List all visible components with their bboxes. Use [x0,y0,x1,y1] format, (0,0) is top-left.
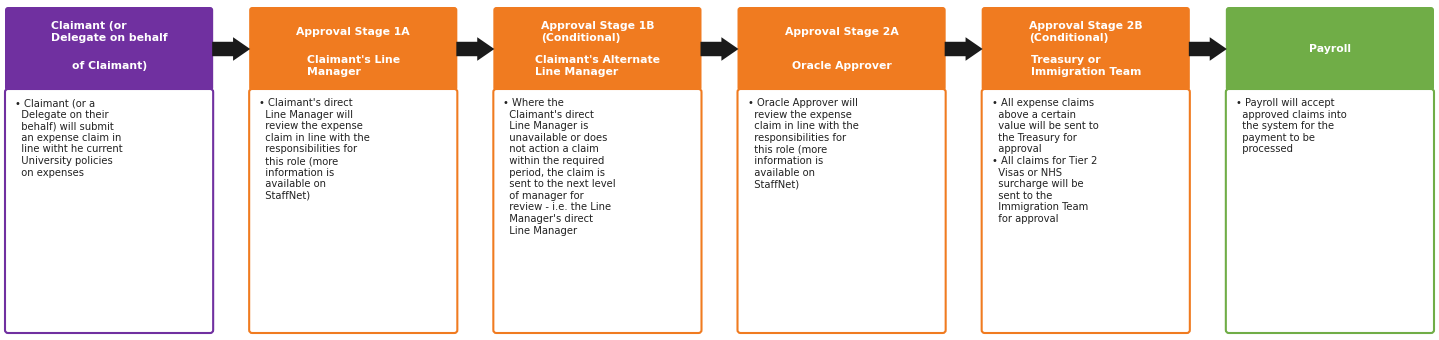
FancyBboxPatch shape [4,7,213,91]
FancyBboxPatch shape [494,89,701,333]
Text: • Claimant's direct
  Line Manager will
  review the expense
  claim in line wit: • Claimant's direct Line Manager will re… [259,98,370,201]
Text: Oracle Approver: Oracle Approver [791,61,891,71]
Polygon shape [701,37,738,61]
Text: • Oracle Approver will
  review the expense
  claim in line with the
  responsib: • Oracle Approver will review the expens… [747,98,859,189]
FancyBboxPatch shape [738,89,945,333]
Text: • All expense claims
  above a certain
  value will be sent to
  the Treasury fo: • All expense claims above a certain val… [991,98,1098,224]
FancyBboxPatch shape [249,7,458,91]
Polygon shape [212,37,250,61]
Text: Claimant (or
Delegate on behalf: Claimant (or Delegate on behalf [50,21,167,42]
Polygon shape [944,37,983,61]
FancyBboxPatch shape [1226,89,1435,333]
Text: Payroll: Payroll [1309,44,1351,54]
Text: Treasury or
Immigration Team: Treasury or Immigration Team [1030,55,1141,77]
FancyBboxPatch shape [738,7,945,91]
Text: Claimant's Alternate
Line Manager: Claimant's Alternate Line Manager [535,55,661,77]
Text: of Claimant): of Claimant) [72,61,147,71]
Text: • Claimant (or a
  Delegate on their
  behalf) will submit
  an expense claim in: • Claimant (or a Delegate on their behal… [14,98,122,177]
Polygon shape [1189,37,1227,61]
FancyBboxPatch shape [4,89,213,333]
FancyBboxPatch shape [981,89,1190,333]
Text: Approval Stage 1B
(Conditional): Approval Stage 1B (Conditional) [541,21,655,42]
FancyBboxPatch shape [981,7,1190,91]
FancyBboxPatch shape [249,89,458,333]
Polygon shape [456,37,495,61]
FancyBboxPatch shape [494,7,701,91]
FancyBboxPatch shape [1226,7,1435,91]
Text: Approval Stage 2B
(Conditional): Approval Stage 2B (Conditional) [1029,21,1143,42]
Text: Approval Stage 1A: Approval Stage 1A [296,27,410,37]
Text: Claimant's Line
Manager: Claimant's Line Manager [307,55,400,77]
Text: Approval Stage 2A: Approval Stage 2A [784,27,898,37]
Text: • Where the
  Claimant's direct
  Line Manager is
  unavailable or does
  not ac: • Where the Claimant's direct Line Manag… [504,98,616,236]
Text: • Payroll will accept
  approved claims into
  the system for the
  payment to b: • Payroll will accept approved claims in… [1236,98,1347,154]
